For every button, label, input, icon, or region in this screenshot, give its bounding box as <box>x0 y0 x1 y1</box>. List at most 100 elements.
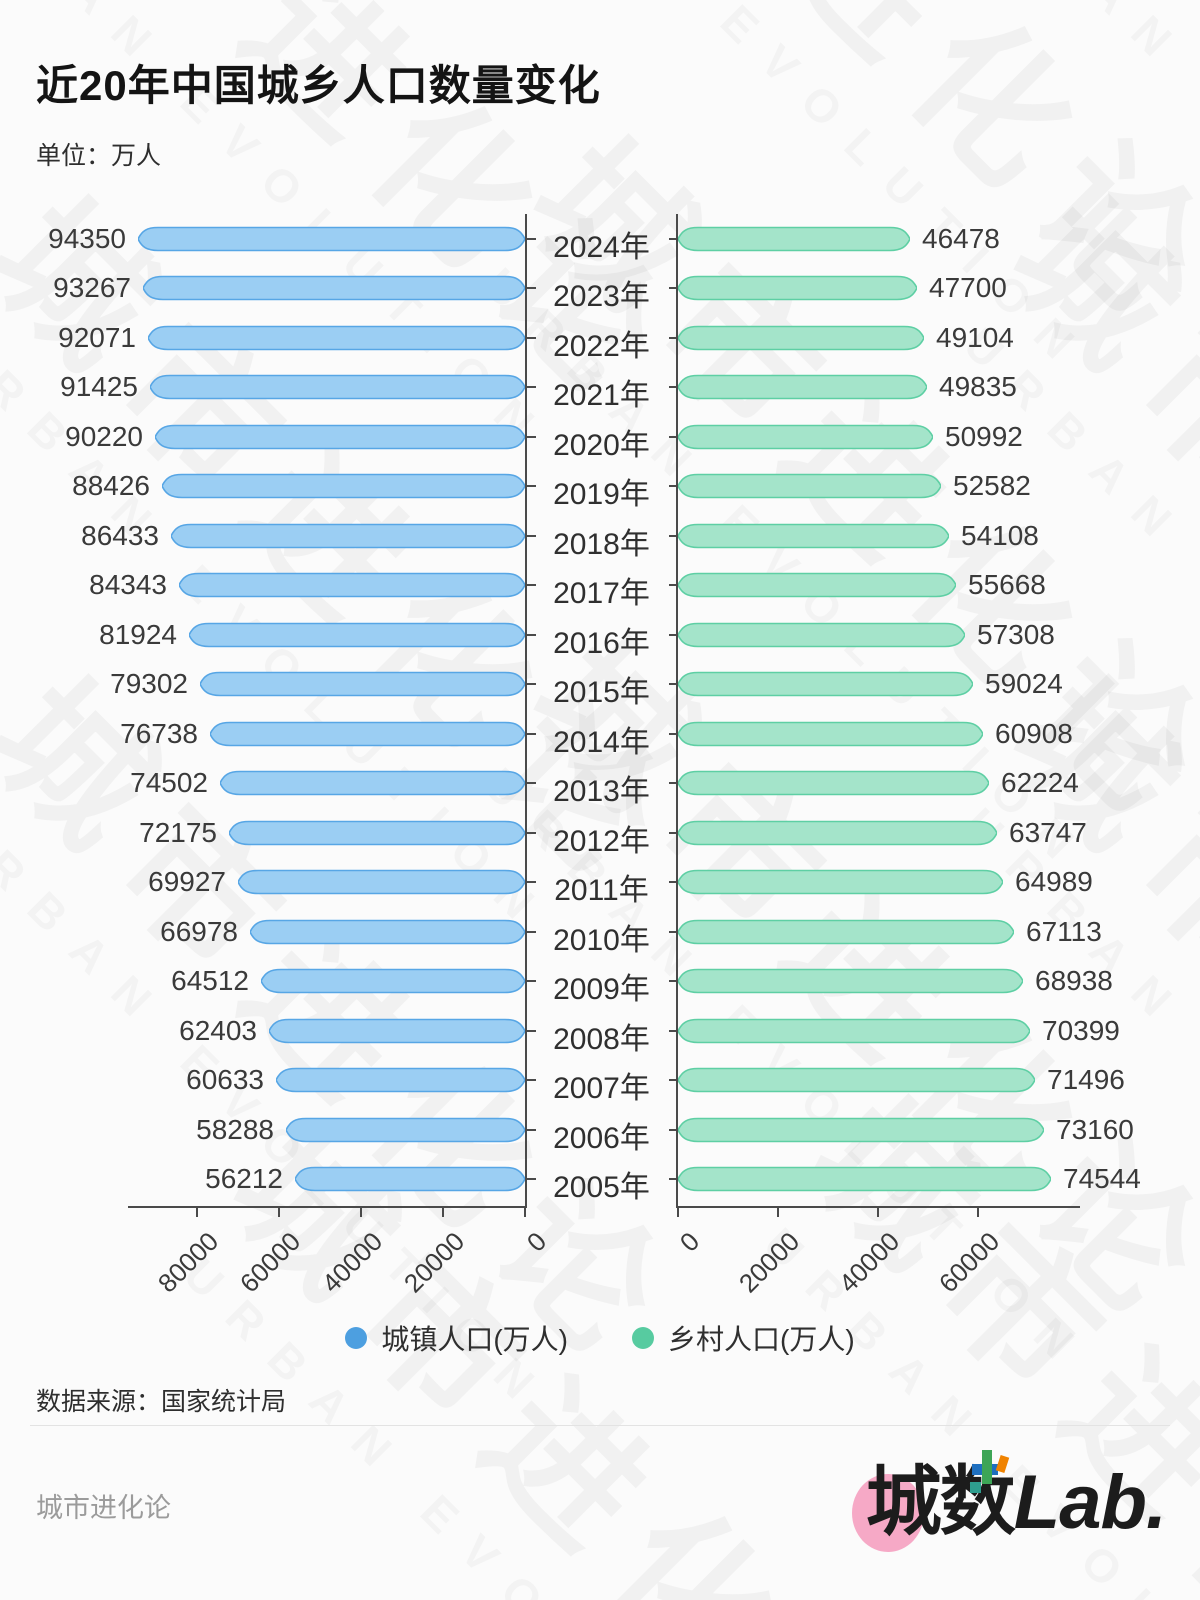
rural-bar <box>678 523 949 549</box>
urban-bar <box>276 1067 525 1093</box>
rural-bar <box>678 721 983 747</box>
rural-bar <box>678 226 910 252</box>
urban-bar <box>138 226 525 252</box>
rural-value-label: 57308 <box>977 618 1055 650</box>
rural-value-label: 63747 <box>1009 816 1087 848</box>
urban-bar <box>295 1166 525 1192</box>
urban-value-label: 84343 <box>89 569 167 601</box>
rural-bar <box>678 275 917 301</box>
urban-value-label: 92071 <box>58 321 136 353</box>
left-axis-tick <box>527 386 536 389</box>
urban-bar <box>286 1117 525 1143</box>
right-axis-tick <box>669 584 678 587</box>
rural-bar <box>678 1166 1051 1192</box>
right-axis-tick <box>669 1029 678 1032</box>
left-axis-tick-label: 20000 <box>397 1226 471 1299</box>
year-label: 2015年 <box>553 676 650 710</box>
left-axis-tick <box>527 287 536 290</box>
urban-value-label: 72175 <box>139 816 217 848</box>
left-axis-tick <box>527 980 536 983</box>
rural-value-label: 47700 <box>929 272 1007 304</box>
right-axis-tick-label: 20000 <box>732 1226 806 1299</box>
left-category-axis <box>525 214 527 1208</box>
right-axis-tick <box>669 683 678 686</box>
left-axis-bottom-tick <box>524 1208 526 1217</box>
urban-value-label: 69927 <box>148 866 226 898</box>
urban-bar <box>269 1018 525 1044</box>
urban-bar <box>155 424 525 450</box>
rural-bar <box>678 770 989 796</box>
urban-bar <box>261 968 525 994</box>
urban-bar <box>143 275 525 301</box>
urban-value-label: 56212 <box>205 1163 283 1195</box>
left-axis-tick <box>527 534 536 537</box>
urban-bar <box>250 919 525 945</box>
right-axis-tick <box>669 534 678 537</box>
rural-value-label: 62224 <box>1001 767 1079 799</box>
right-axis-bottom-tick <box>777 1208 779 1217</box>
rural-value-label: 46478 <box>922 222 1000 254</box>
rural-legend-dot-icon <box>632 1327 654 1349</box>
rural-bar <box>678 820 997 846</box>
rural-value-label: 70399 <box>1042 1014 1120 1046</box>
year-label: 2023年 <box>553 280 650 314</box>
urban-value-label: 79302 <box>110 668 188 700</box>
urban-value-label: 64512 <box>171 965 249 997</box>
right-axis-tick <box>669 782 678 785</box>
urban-value-label: 90220 <box>65 420 143 452</box>
right-axis-tick <box>669 237 678 240</box>
right-axis-bottom-tick <box>877 1208 879 1217</box>
right-axis-tick <box>669 881 678 884</box>
right-axis-tick-label: 40000 <box>832 1226 906 1299</box>
right-axis-tick <box>669 336 678 339</box>
left-axis-tick-label: 80000 <box>151 1226 225 1299</box>
rural-bar <box>678 968 1023 994</box>
left-value-axis <box>128 1206 527 1208</box>
year-label: 2013年 <box>553 775 650 809</box>
left-axis-tick <box>527 336 536 339</box>
rural-bar <box>678 424 933 450</box>
urban-bar <box>150 374 525 400</box>
rural-bar <box>678 869 1003 895</box>
year-label: 2014年 <box>553 725 650 759</box>
right-axis-tick <box>669 1178 678 1181</box>
left-axis-tick <box>527 930 536 933</box>
urban-value-label: 58288 <box>196 1113 274 1145</box>
urban-bar <box>179 572 525 598</box>
rural-bar <box>678 1117 1044 1143</box>
urban-value-label: 93267 <box>53 272 131 304</box>
right-axis-tick-label: 0 <box>673 1226 706 1258</box>
year-label: 2022年 <box>553 329 650 363</box>
urban-value-label: 60633 <box>186 1064 264 1096</box>
right-axis-tick <box>669 485 678 488</box>
rural-value-label: 49104 <box>936 321 1014 353</box>
page-title: 近20年中国城乡人口数量变化 <box>36 62 601 109</box>
urban-bar <box>200 671 525 697</box>
right-axis-tick <box>669 633 678 636</box>
right-category-axis <box>676 214 678 1208</box>
left-axis-bottom-tick <box>442 1208 444 1217</box>
rural-value-label: 60908 <box>995 717 1073 749</box>
logo-pink-bubble-icon <box>851 1474 924 1552</box>
logo-green-mark-icon <box>981 1450 992 1484</box>
data-source: 数据来源：国家统计局 <box>36 1388 287 1416</box>
urban-bar <box>210 721 525 747</box>
urban-value-label: 74502 <box>130 767 208 799</box>
rural-value-label: 67113 <box>1026 915 1102 947</box>
rural-bar <box>678 1018 1030 1044</box>
rural-bar <box>678 671 973 697</box>
rural-bar <box>678 374 927 400</box>
legend: 城镇人口(万人) 乡村人口(万人) <box>0 1318 1200 1358</box>
left-axis-tick <box>527 1128 536 1131</box>
left-axis-tick-label: 40000 <box>315 1226 389 1299</box>
rural-bar <box>678 473 941 499</box>
year-label: 2017年 <box>553 577 650 611</box>
left-axis-tick <box>527 683 536 686</box>
urban-legend-dot-icon <box>345 1327 368 1349</box>
rural-value-label: 68938 <box>1035 965 1113 997</box>
year-label: 2024年 <box>553 230 650 264</box>
year-label: 2010年 <box>553 923 650 957</box>
urban-bar <box>238 869 525 895</box>
urban-value-label: 88426 <box>72 470 150 502</box>
unit-label: 单位：万人 <box>36 142 162 170</box>
